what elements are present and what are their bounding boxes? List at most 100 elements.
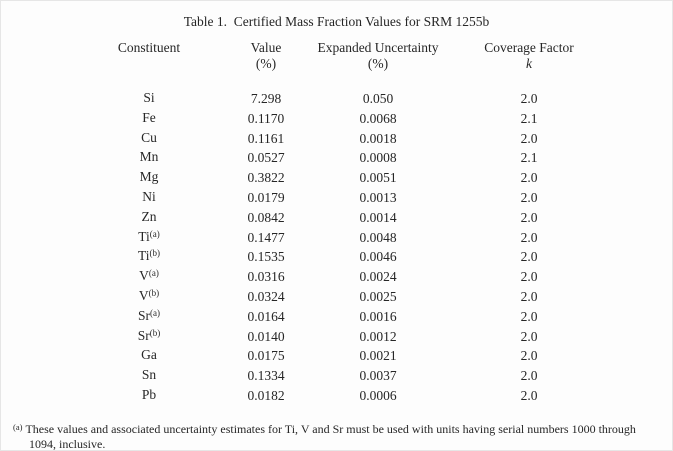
- coverage-factor-cell: 2.0: [520, 368, 538, 384]
- value-cell: 0.0324: [247, 288, 285, 304]
- coverage-factor-cell: 2.0: [520, 189, 538, 205]
- table-row: Ni 0.0179 0.0013 2.0: [61, 188, 597, 208]
- constituent-cell: Si: [61, 89, 237, 109]
- constituent-symbol: Sr: [137, 327, 150, 343]
- column-header-label: Expanded Uncertainty: [317, 40, 439, 55]
- value-cell: 0.1161: [247, 130, 285, 146]
- constituent-symbol: Ni: [142, 188, 156, 204]
- column-header-unit: (%): [255, 56, 277, 71]
- constituent-footnote-marker: (a): [149, 228, 160, 239]
- table-row: Sr(b) 0.0140 0.0012 2.0: [61, 327, 597, 347]
- coverage-factor-cell: 2.0: [520, 269, 538, 285]
- column-header-value: Value (%): [237, 40, 295, 89]
- value-cell: 0.1170: [247, 110, 285, 126]
- constituent-cell: Ni: [61, 188, 237, 208]
- column-header-unit: (%): [367, 56, 389, 71]
- coverage-factor-cell: 2.0: [520, 249, 538, 265]
- footnote-a-text: These values and associated uncertainty …: [25, 421, 636, 451]
- table-header: Constituent Value (%) Expanded Uncertain…: [61, 40, 597, 89]
- table-row: Mg 0.3822 0.0051 2.0: [61, 168, 597, 188]
- constituent-symbol: Zn: [141, 208, 157, 224]
- table-row: Fe 0.1170 0.0068 2.1: [61, 109, 597, 129]
- table-row: Ti(b) 0.1535 0.0046 2.0: [61, 247, 597, 267]
- coverage-factor-cell: 2.1: [520, 150, 538, 166]
- constituent-symbol: Fe: [142, 109, 156, 125]
- value-cell: 0.1477: [247, 229, 285, 245]
- constituent-cell: Zn: [61, 208, 237, 228]
- table-row: Ga 0.0175 0.0021 2.0: [61, 346, 597, 366]
- column-header-coverage-factor: Coverage Factor k: [461, 40, 597, 89]
- constituent-symbol: Cu: [141, 129, 157, 145]
- constituent-cell: Sn: [61, 366, 237, 386]
- footnotes: (a) These values and associated uncertain…: [13, 421, 663, 451]
- constituent-symbol: V: [138, 287, 149, 303]
- constituent-cell: Ti(a): [61, 228, 237, 248]
- value-cell: 0.0182: [247, 387, 285, 403]
- table-row: Ti(a) 0.1477 0.0048 2.0: [61, 228, 597, 248]
- column-header-label: Constituent: [117, 40, 181, 55]
- constituent-cell: Mg: [61, 168, 237, 188]
- value-cell: 0.0527: [247, 150, 285, 166]
- constituent-symbol: Pb: [141, 386, 157, 402]
- coverage-factor-cell: 2.0: [520, 130, 538, 146]
- value-cell: 0.0316: [247, 269, 285, 285]
- constituent-cell: Ti(b): [61, 247, 237, 267]
- constituent-cell: Ga: [61, 346, 237, 366]
- constituent-cell: Sr(a): [61, 307, 237, 327]
- uncertainty-cell: 0.0013: [359, 189, 397, 205]
- constituent-cell: V(b): [61, 287, 237, 307]
- constituent-cell: Mn: [61, 148, 237, 168]
- coverage-factor-cell: 2.0: [520, 229, 538, 245]
- coverage-factor-cell: 2.0: [520, 328, 538, 344]
- uncertainty-cell: 0.0025: [359, 288, 397, 304]
- constituent-cell: Sr(b): [61, 327, 237, 347]
- constituent-cell: Cu: [61, 129, 237, 149]
- constituent-symbol: Sn: [141, 367, 157, 383]
- coverage-factor-cell: 2.1: [520, 110, 538, 126]
- value-cell: 0.0842: [247, 209, 285, 225]
- uncertainty-cell: 0.0006: [359, 387, 397, 403]
- constituent-footnote-marker: (b): [149, 327, 161, 338]
- coverage-factor-cell: 2.0: [520, 209, 538, 225]
- table-row: Pb 0.0182 0.0006 2.0: [61, 386, 597, 406]
- constituent-symbol: V: [139, 268, 149, 284]
- table-title: Table 1. Certified Mass Fraction Values …: [183, 14, 490, 29]
- constituent-footnote-marker: (b): [149, 248, 161, 259]
- uncertainty-cell: 0.0008: [359, 150, 397, 166]
- coverage-factor-cell: 2.0: [520, 308, 538, 324]
- value-cell: 0.0175: [247, 348, 285, 364]
- footnote-a: (a) These values and associated uncertain…: [13, 421, 663, 451]
- uncertainty-cell: 0.0012: [359, 328, 397, 344]
- constituent-cell: Pb: [61, 386, 237, 406]
- column-header-label: Value: [250, 40, 282, 55]
- value-cell: 0.1535: [247, 249, 285, 265]
- column-header-unit: k: [526, 56, 532, 71]
- coverage-factor-cell: 2.0: [520, 387, 538, 403]
- value-cell: 0.0164: [247, 308, 285, 324]
- table-row: Zn 0.0842 0.0014 2.0: [61, 208, 597, 228]
- constituent-cell: Fe: [61, 109, 237, 129]
- uncertainty-cell: 0.0016: [359, 308, 397, 324]
- uncertainty-cell: 0.0037: [359, 368, 397, 384]
- header-row: Constituent Value (%) Expanded Uncertain…: [61, 40, 597, 89]
- uncertainty-cell: 0.0048: [359, 229, 397, 245]
- table-row: Cu 0.1161 0.0018 2.0: [61, 129, 597, 149]
- constituent-footnote-marker: (a): [150, 307, 160, 318]
- constituent-symbol: Si: [143, 90, 155, 105]
- table-row: V(a) 0.0316 0.0024 2.0: [61, 267, 597, 287]
- table-row: Mn 0.0527 0.0008 2.1: [61, 148, 597, 168]
- value-cell: 0.0179: [247, 189, 285, 205]
- constituent-symbol: Mn: [139, 149, 159, 165]
- constituent-footnote-marker: (b): [148, 287, 160, 298]
- constituent-symbol: Ga: [141, 347, 157, 363]
- coverage-factor-cell: 2.0: [520, 288, 538, 304]
- column-header-constituent: Constituent: [61, 40, 237, 89]
- uncertainty-cell: 0.0068: [359, 110, 397, 126]
- coverage-factor-cell: 2.0: [520, 170, 538, 186]
- uncertainty-cell: 0.050: [362, 91, 394, 106]
- coverage-factor-cell: 2.0: [520, 348, 538, 364]
- uncertainty-cell: 0.0046: [359, 249, 397, 265]
- uncertainty-cell: 0.0021: [359, 348, 397, 364]
- constituent-footnote-marker: (a): [148, 268, 159, 279]
